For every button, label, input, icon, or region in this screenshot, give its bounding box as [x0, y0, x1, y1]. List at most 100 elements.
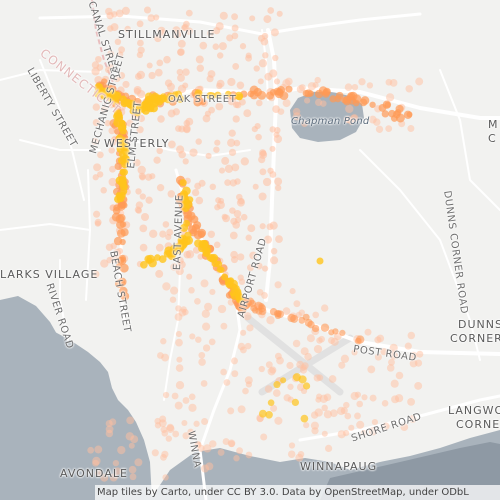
- map-point: [369, 101, 376, 108]
- map-point: [147, 14, 155, 22]
- map-point: [121, 160, 130, 169]
- map-point: [273, 131, 280, 138]
- map-point: [126, 119, 134, 127]
- map-point: [137, 39, 144, 47]
- map-point: [202, 344, 211, 352]
- map-point: [116, 229, 126, 238]
- map-point: [343, 401, 350, 409]
- map-point: [214, 139, 221, 146]
- place-label-stillmanville: STILLMANVILLE: [118, 28, 216, 41]
- map-point: [198, 179, 206, 187]
- map-point: [151, 449, 159, 457]
- map-point: [216, 52, 224, 59]
- map-point: [121, 6, 130, 15]
- map-point: [400, 423, 409, 432]
- map-point: [233, 139, 241, 147]
- map-point: [195, 196, 204, 205]
- map-point: [232, 115, 240, 123]
- map-point: [291, 398, 300, 407]
- map-point: [204, 302, 213, 311]
- map-point: [112, 459, 120, 467]
- map-point: [354, 412, 361, 420]
- map-point: [108, 177, 117, 187]
- map-point: [368, 427, 378, 436]
- map-point: [218, 42, 227, 51]
- map-point: [113, 118, 123, 128]
- map-point: [269, 126, 276, 133]
- map-point: [135, 201, 144, 209]
- map-point: [260, 37, 269, 46]
- map-point: [119, 95, 127, 103]
- map-point: [189, 333, 196, 340]
- map-point: [374, 353, 382, 361]
- road-label-oak-street: OAK STREET: [168, 94, 237, 105]
- map-point: [368, 115, 377, 124]
- map-point: [209, 183, 217, 191]
- map-point: [361, 394, 368, 401]
- map-point: [270, 28, 279, 37]
- map-point: [225, 90, 232, 98]
- map-point: [416, 350, 424, 358]
- map-point: [194, 297, 201, 305]
- map-point: [239, 43, 247, 50]
- map-point: [280, 377, 287, 384]
- map-point: [129, 473, 137, 481]
- map-point: [154, 68, 163, 77]
- map-point: [206, 253, 215, 262]
- map-point: [113, 236, 123, 246]
- map-point: [261, 291, 268, 299]
- map-point: [301, 362, 309, 370]
- map-point: [273, 381, 281, 389]
- map-point: [274, 416, 283, 425]
- map-point: [105, 66, 112, 74]
- map-point: [181, 24, 188, 32]
- map-point: [181, 419, 188, 427]
- map-point: [195, 336, 202, 343]
- map-point: [263, 15, 272, 24]
- map-point: [109, 418, 117, 426]
- map-point: [232, 101, 240, 109]
- map-point: [100, 473, 109, 482]
- map-point: [212, 43, 220, 50]
- map-point: [338, 361, 346, 369]
- map-point: [207, 70, 216, 78]
- map-point: [162, 474, 169, 481]
- map-point: [265, 361, 273, 369]
- map-point: [125, 100, 135, 109]
- map-point: [158, 29, 166, 37]
- map-point: [179, 179, 187, 187]
- map-point: [261, 32, 269, 40]
- map-point: [330, 409, 338, 418]
- map-point: [175, 364, 184, 372]
- map-point: [107, 88, 116, 97]
- map-point: [257, 78, 264, 85]
- map-point: [312, 311, 320, 319]
- map-point: [360, 429, 367, 436]
- map-point: [304, 97, 311, 104]
- map-point: [186, 273, 193, 280]
- map-point: [196, 64, 205, 72]
- map-point: [191, 188, 200, 197]
- map-point: [185, 9, 193, 17]
- map-point: [238, 278, 246, 285]
- map-point: [253, 87, 262, 97]
- map-point: [378, 103, 387, 112]
- place-label-corner: CORNER: [450, 332, 500, 345]
- map-point: [143, 6, 152, 14]
- map-point: [182, 68, 190, 76]
- map-point: [265, 411, 273, 419]
- map-point: [119, 263, 129, 273]
- place-label-edge-m: M: [488, 118, 499, 131]
- map-point: [133, 158, 141, 167]
- map-point: [118, 137, 126, 145]
- map-point: [366, 82, 374, 89]
- map-point: [217, 304, 227, 314]
- map-point: [195, 138, 202, 145]
- map-point: [167, 190, 176, 198]
- map-point: [182, 197, 190, 205]
- map-point: [287, 313, 296, 323]
- map-point: [177, 48, 185, 56]
- map-point: [249, 15, 256, 22]
